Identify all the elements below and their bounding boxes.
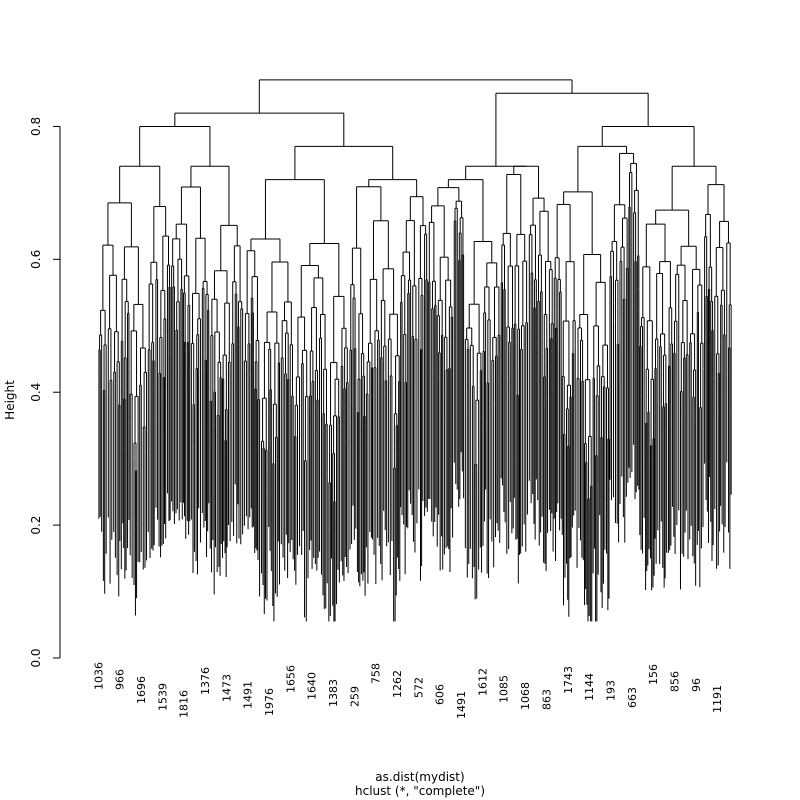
leaf-label: 1491 bbox=[242, 681, 255, 709]
leaf-label: 1068 bbox=[519, 682, 532, 710]
leaf-label: 1696 bbox=[135, 676, 148, 704]
leaf-label: 1640 bbox=[306, 672, 319, 700]
leaf-label: 156 bbox=[647, 664, 660, 685]
leaf-label: 1473 bbox=[220, 674, 233, 702]
leaf-label: 1612 bbox=[476, 668, 489, 696]
leaf-label: 96 bbox=[690, 678, 703, 692]
leaf-label: 758 bbox=[370, 663, 383, 684]
dendrogram-branches bbox=[98, 79, 732, 622]
leaf-label: 663 bbox=[626, 687, 639, 708]
y-tick-labels: 0.0 0.2 0.4 0.6 0.8 bbox=[29, 117, 43, 668]
leaf-label: 259 bbox=[348, 686, 361, 707]
leaf-label: 1085 bbox=[498, 675, 511, 703]
leaf-label: 1816 bbox=[178, 690, 191, 718]
y-tick-label: 0.4 bbox=[29, 383, 43, 402]
leaf-label: 606 bbox=[434, 684, 447, 705]
y-tick-label: 0.0 bbox=[29, 648, 43, 667]
y-axis-label: Height bbox=[3, 380, 17, 420]
leaf-label: 1144 bbox=[583, 673, 596, 701]
y-tick-label: 0.6 bbox=[29, 250, 43, 269]
leaf-label: 1491 bbox=[455, 691, 468, 719]
x-axis-label: as.dist(mydist) bbox=[375, 770, 464, 784]
leaf-label: 856 bbox=[668, 671, 681, 692]
leaf-label: 966 bbox=[114, 669, 127, 690]
leaf-label: 1383 bbox=[327, 679, 340, 707]
leaf-label: 1743 bbox=[562, 666, 575, 694]
leaf-label: 572 bbox=[412, 677, 425, 698]
y-tick-label: 0.8 bbox=[29, 117, 43, 136]
leaf-label: 1976 bbox=[263, 688, 276, 716]
leaf-label: 1656 bbox=[284, 665, 297, 693]
leaf-label: 1262 bbox=[391, 670, 404, 698]
leaf-labels: 1036 966 1696 1539 1816 1376 1473 1491 1976 1656 1… bbox=[92, 662, 724, 719]
y-axis bbox=[53, 125, 61, 659]
leaf-label: 1376 bbox=[199, 667, 212, 695]
leaf-label: 863 bbox=[540, 689, 553, 710]
y-tick-label: 0.2 bbox=[29, 516, 43, 535]
leaf-label: 1539 bbox=[156, 683, 169, 711]
leaf-label: 1036 bbox=[92, 662, 105, 690]
leaf-label: 193 bbox=[604, 680, 617, 701]
x-axis-sublabel: hclust (*, "complete") bbox=[355, 784, 485, 798]
leaf-label: 1191 bbox=[711, 685, 724, 713]
